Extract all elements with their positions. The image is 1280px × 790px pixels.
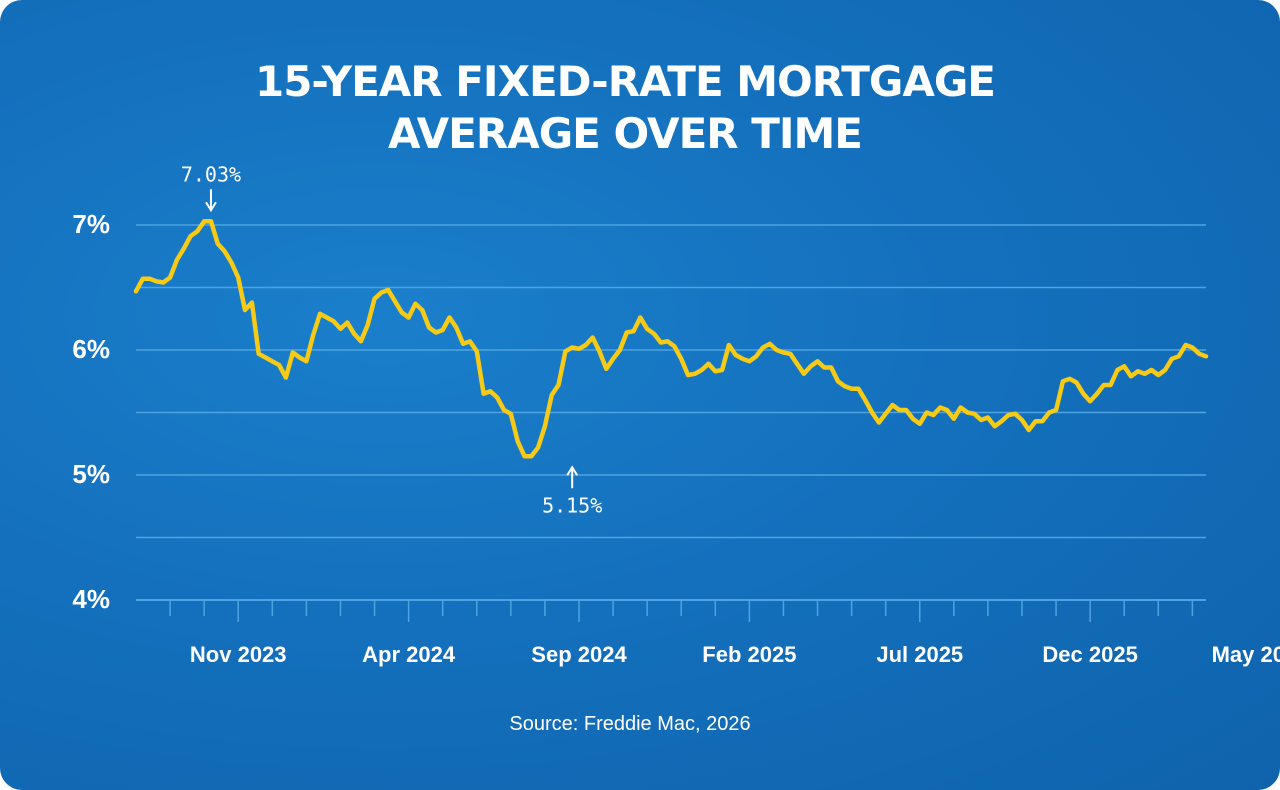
x-tick-label: Nov 2023 bbox=[189, 642, 287, 667]
x-tick-label: Sep 2024 bbox=[531, 642, 627, 667]
x-tick-label: Dec 2025 bbox=[1042, 642, 1138, 667]
y-tick-label: 5% bbox=[72, 459, 110, 489]
source-note: Source: Freddie Mac, 2026 bbox=[509, 713, 751, 735]
x-tick-label: Jul 2025 bbox=[876, 642, 964, 667]
y-tick-label: 6% bbox=[72, 334, 110, 364]
y-tick-label: 7% bbox=[72, 209, 110, 239]
chart-title-line-2: AVERAGE OVER TIME bbox=[388, 109, 863, 158]
x-tick-label: May 2026 bbox=[1211, 642, 1280, 667]
annotation-label: 7.03% bbox=[181, 162, 241, 186]
chart-title-line-1: 15-YEAR FIXED-RATE MORTGAGE bbox=[254, 57, 996, 106]
annotation-arrowhead bbox=[566, 465, 579, 476]
y-tick-label: 4% bbox=[72, 584, 110, 614]
annotation-label: 5.15% bbox=[542, 493, 602, 517]
x-tick-label: Feb 2025 bbox=[702, 642, 797, 667]
series-line bbox=[133, 219, 1209, 459]
x-tick-label: Apr 2024 bbox=[362, 642, 456, 667]
annotation-arrowhead bbox=[205, 201, 217, 213]
